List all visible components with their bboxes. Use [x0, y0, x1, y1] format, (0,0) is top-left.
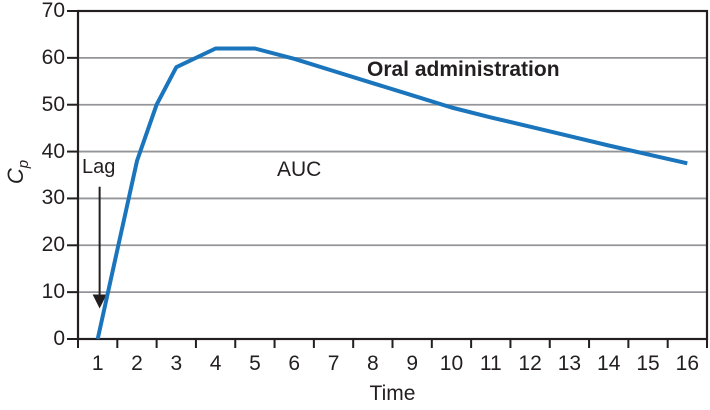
y-tick-label-30: 30: [41, 186, 65, 210]
y-tick-label-40: 40: [41, 139, 65, 163]
y-tick-label-70: 70: [41, 0, 65, 22]
x-tick-label-15: 15: [636, 352, 660, 375]
concentration-curve: [95, 46, 688, 340]
plot-border: [76, 9, 709, 341]
x-tick-label-6: 6: [288, 352, 301, 375]
x-tick-label-12: 12: [518, 352, 542, 375]
y-tick-label-50: 50: [41, 92, 65, 116]
x-tick-label-5: 5: [249, 352, 261, 375]
y-tick-label-10: 10: [41, 280, 65, 304]
x-tick-label-14: 14: [597, 352, 621, 375]
x-tick-label-2: 2: [131, 352, 143, 375]
lag-annotation-label: Lag: [82, 156, 116, 178]
x-tick-label-13: 13: [557, 352, 582, 375]
x-tick-label-11: 11: [479, 352, 502, 375]
y-tick-label-0: 0: [53, 327, 65, 350]
x-axis-label: Time: [369, 382, 416, 405]
x-tick-label-1: 1: [91, 352, 104, 375]
y-tick-label-20: 20: [41, 233, 65, 257]
y-tick-label-60: 60: [41, 45, 65, 69]
auc-annotation-label: AUC: [277, 158, 322, 181]
x-tick-label-7: 7: [327, 352, 340, 375]
x-tick-label-9: 9: [406, 352, 418, 375]
y-axis-label-symbol: C: [3, 168, 28, 185]
x-tick-label-3: 3: [170, 352, 183, 375]
x-tick-label-10: 10: [439, 352, 464, 375]
x-tick-label-8: 8: [367, 352, 379, 375]
x-tick-label-16: 16: [675, 352, 700, 375]
lag-arrowhead-icon: [92, 294, 107, 309]
series-label-oral-administration: Oral administration: [367, 58, 560, 81]
x-tick-label-4: 4: [209, 352, 222, 375]
